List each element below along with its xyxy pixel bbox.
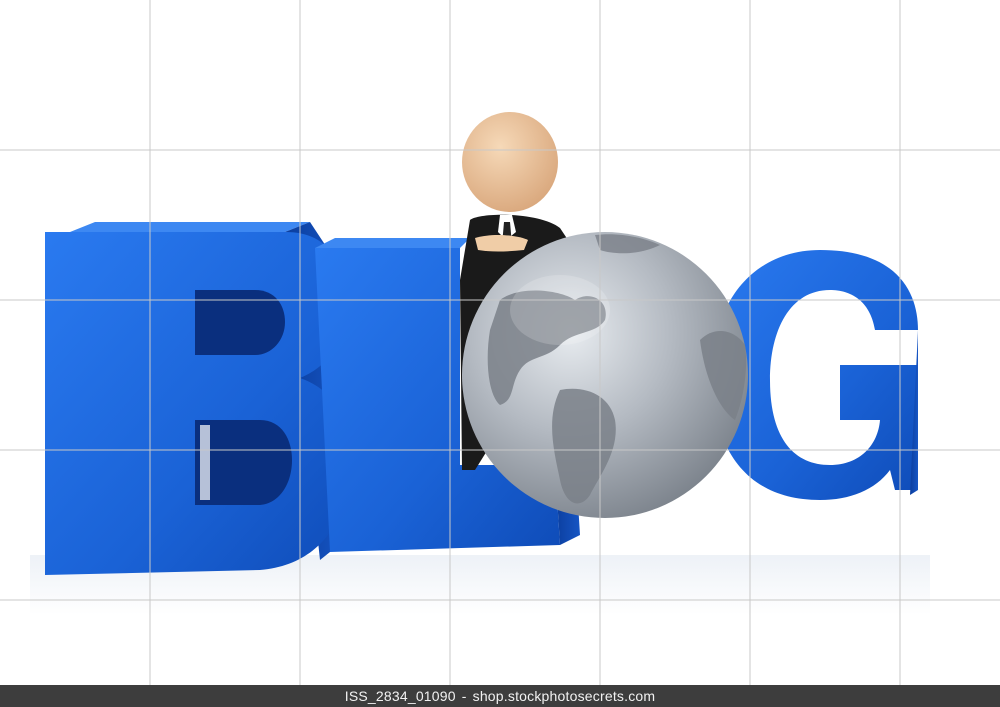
image-id: ISS_2834_01090 bbox=[344, 688, 456, 704]
letter-g bbox=[712, 250, 918, 500]
watermark-grid bbox=[0, 0, 1000, 685]
letter-b bbox=[45, 222, 350, 575]
head bbox=[462, 112, 558, 212]
hands bbox=[475, 234, 528, 252]
blog-illustration bbox=[0, 0, 1000, 685]
globe bbox=[462, 232, 748, 518]
site-url: shop.stockphotosecrets.com bbox=[472, 688, 656, 704]
watermark-footer: ISS_2834_01090 - shop.stockphotosecrets.… bbox=[0, 685, 1000, 707]
separator: - bbox=[461, 688, 467, 704]
